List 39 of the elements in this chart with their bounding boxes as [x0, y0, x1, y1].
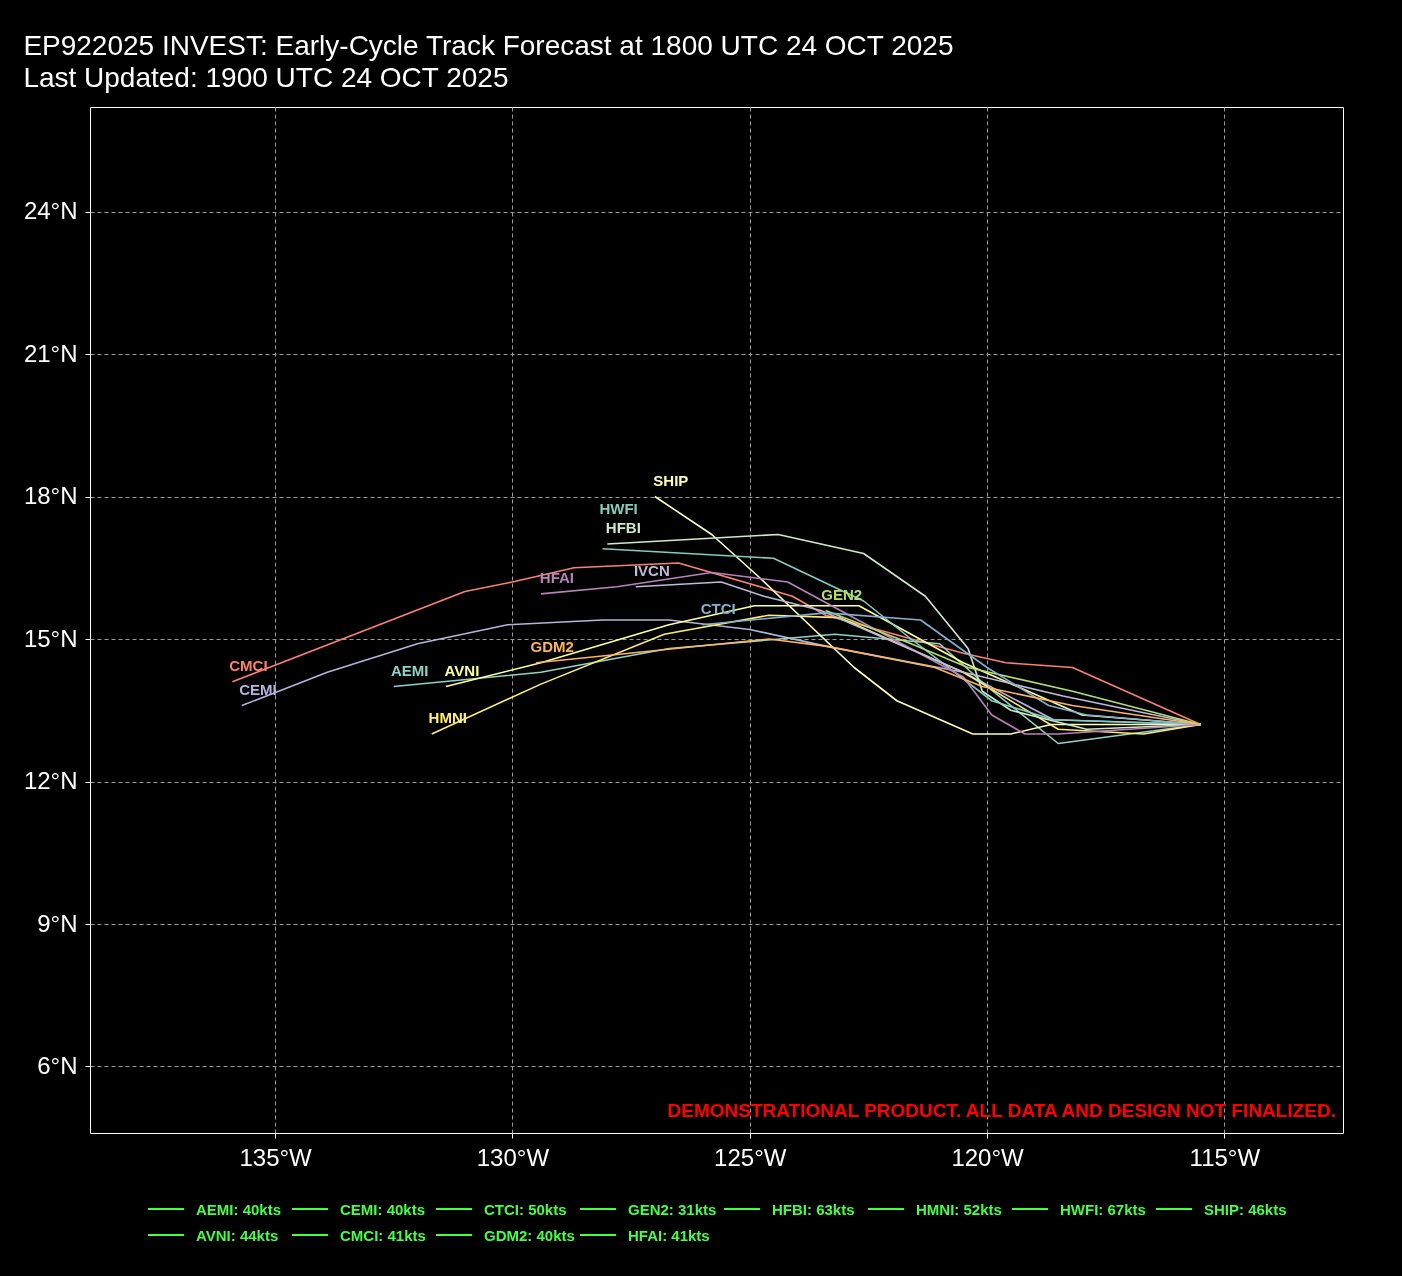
x-tick-label: 130°W	[476, 1143, 550, 1171]
text: HMNI: 52kts	[916, 1200, 1002, 1218]
series-label: SHIP	[653, 471, 689, 489]
text: HWFI: 67kts	[1060, 1200, 1146, 1218]
y-tick-label: 18°N	[23, 482, 78, 509]
x-tick-label: 125°W	[714, 1143, 787, 1171]
series-label: HMNI	[428, 709, 467, 726]
text: GEN2: 31kts	[628, 1200, 717, 1218]
series-label: AVNI	[444, 661, 480, 679]
x-tick-label: 115°W	[1189, 1143, 1261, 1171]
series-label: AEMI	[391, 661, 429, 679]
text: SHIP: 46kts	[1204, 1200, 1287, 1218]
series-label: IVCN	[633, 561, 670, 579]
text: HWFI	[599, 499, 638, 517]
series-label: HFBI	[605, 519, 641, 536]
text: HFBI: 63kts	[772, 1200, 855, 1218]
text: AVNI: 44kts	[196, 1226, 279, 1244]
series-label: CMCI	[229, 656, 268, 674]
text: CMCI: 41kts	[340, 1226, 426, 1244]
chart-subtitle: Last Updated: 1900 UTC 24 OCT 2025	[23, 62, 509, 93]
y-tick-label: 12°N	[23, 767, 78, 794]
y-tick-label: 24°N	[23, 197, 78, 224]
text: CEMI: 40kts	[340, 1200, 426, 1218]
text: GDM2: 40kts	[484, 1226, 575, 1244]
y-tick-label: 21°N	[23, 339, 78, 367]
text: CTCI: 50kts	[484, 1200, 567, 1218]
y-tick-label: 9°N	[37, 909, 78, 937]
series-label: CTCI	[700, 599, 736, 617]
text: HFAI: 41kts	[628, 1226, 710, 1244]
annotation: DEMONSTRATIONAL PRODUCT. ALL DATA AND DESIGN NOT FINALIZED.	[667, 1100, 1336, 1122]
chart-title: EP922025 INVEST: Early-Cycle Track Forecast at 1800 UTC 24 OCT 2025	[23, 30, 954, 61]
y-tick-label: 6°N	[37, 1052, 78, 1079]
text: AEMI: 40kts	[196, 1200, 282, 1218]
x-tick-label: 120°W	[951, 1143, 1025, 1171]
x-tick-label: 135°W	[239, 1143, 313, 1171]
y-tick-label: 15°N	[23, 624, 78, 652]
series-label: CEMI	[239, 680, 277, 698]
series-label: HFAI	[539, 568, 574, 586]
series-label: GDM2	[530, 637, 574, 655]
